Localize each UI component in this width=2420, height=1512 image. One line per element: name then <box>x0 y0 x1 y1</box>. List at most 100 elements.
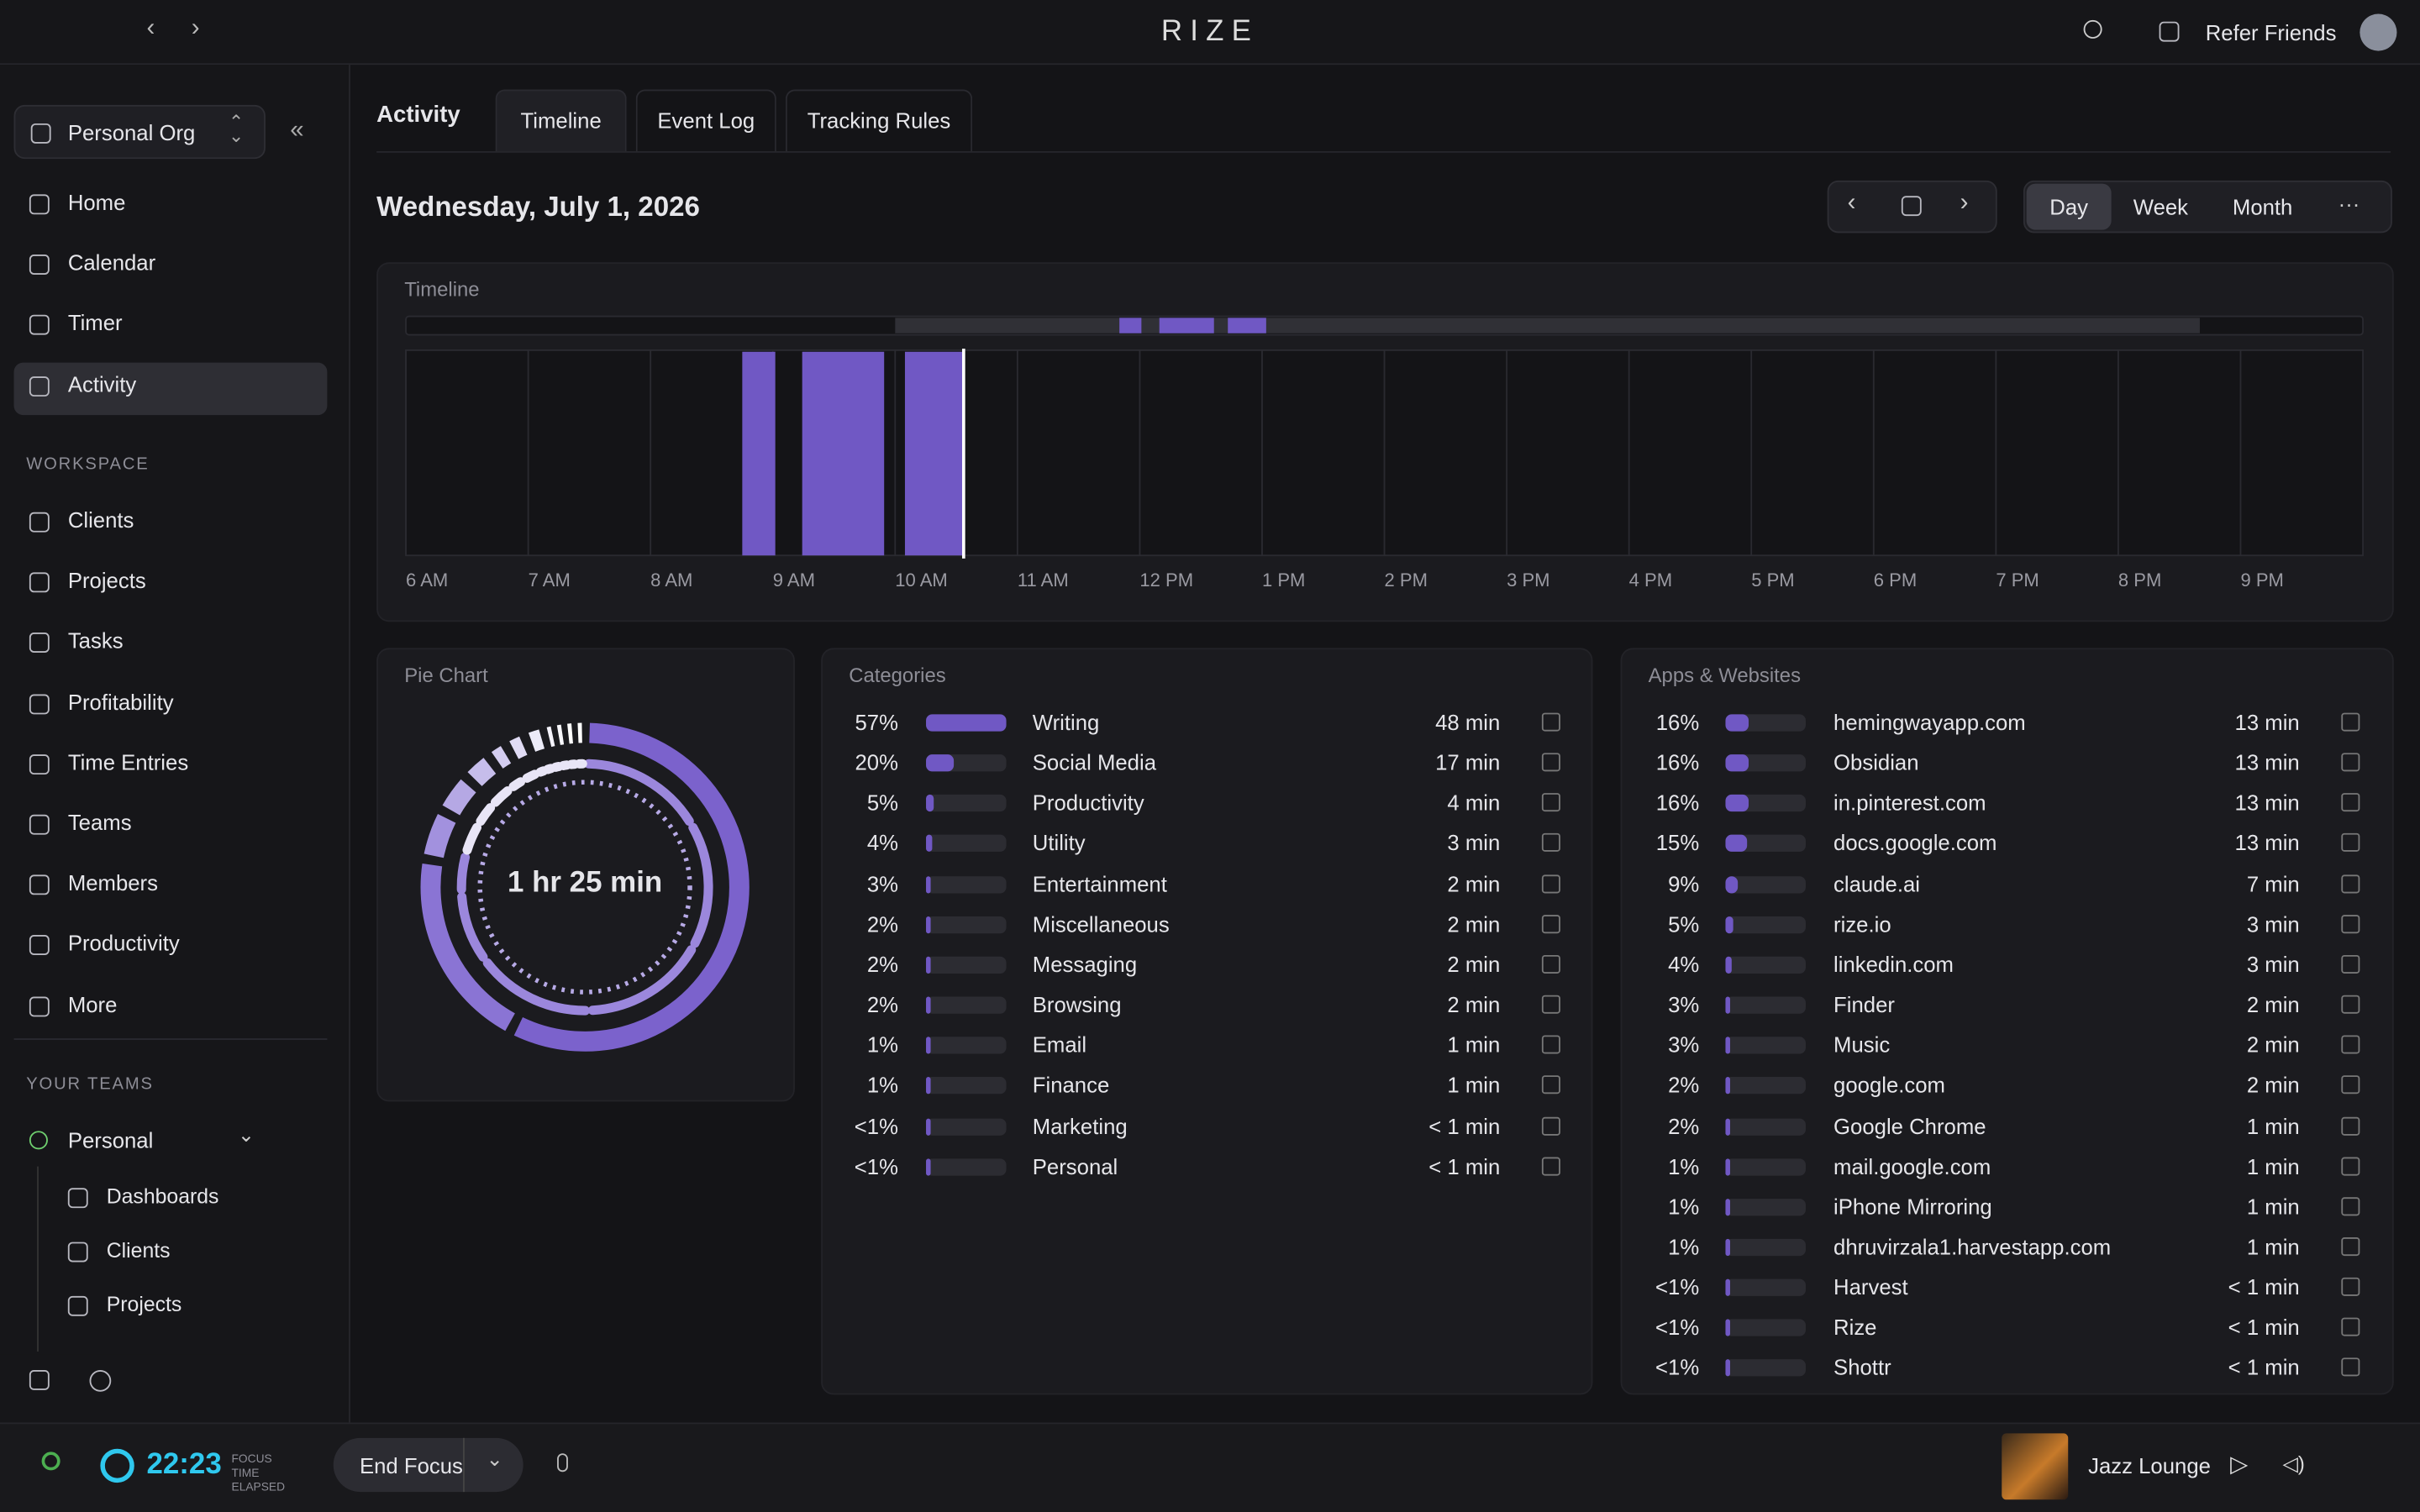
nav-icon <box>29 194 50 215</box>
bar <box>926 835 932 853</box>
view-option[interactable]: Week <box>2133 194 2189 219</box>
team-item[interactable]: Clients <box>106 1238 171 1263</box>
edit-icon[interactable] <box>2341 1277 2360 1297</box>
edit-icon[interactable] <box>1541 833 1560 853</box>
theme-toggle[interactable] <box>2083 19 2102 39</box>
focus-options[interactable]: ⌄ <box>486 1446 503 1471</box>
nav-item[interactable]: More <box>67 991 118 1016</box>
edit-icon[interactable] <box>1541 995 1560 1014</box>
nav-item[interactable]: Members <box>67 870 159 895</box>
forward-button[interactable]: › <box>191 15 200 42</box>
calendar-picker[interactable] <box>1901 196 1922 217</box>
brand: RIZE <box>1160 15 1260 48</box>
edit-icon[interactable] <box>2341 1116 2360 1135</box>
edit-icon[interactable] <box>2341 833 2360 853</box>
tab[interactable] <box>635 89 776 151</box>
edit-icon[interactable] <box>2341 1075 2360 1095</box>
percent: 1% <box>1668 1153 1700 1179</box>
help-icon[interactable] <box>89 1370 112 1392</box>
nav-icon <box>29 315 50 336</box>
bar-track <box>1725 956 1806 974</box>
percent: 1% <box>866 1032 898 1058</box>
team-chevron[interactable]: ⌄ <box>237 1123 255 1147</box>
view-option[interactable]: Day <box>2049 194 2089 219</box>
nav-icon <box>29 935 50 956</box>
tab[interactable] <box>495 89 627 151</box>
more-menu[interactable]: ··· <box>2338 191 2360 217</box>
team-item[interactable]: Projects <box>106 1293 182 1316</box>
power-icon[interactable] <box>41 1452 60 1471</box>
edit-icon[interactable] <box>2341 1156 2360 1175</box>
ring-segment <box>420 863 516 1032</box>
edit-icon[interactable] <box>1541 793 1560 812</box>
volume[interactable]: ◁) <box>2282 1452 2305 1475</box>
percent: 9% <box>1668 871 1700 896</box>
end-focus-group <box>333 1437 523 1493</box>
edit-icon[interactable] <box>2341 1318 2360 1337</box>
nav-item[interactable]: Timer <box>67 310 123 336</box>
bar <box>926 956 931 974</box>
edit-icon[interactable] <box>1541 1156 1560 1175</box>
row-time: 13 min <box>2234 830 2300 856</box>
back-button[interactable]: ‹ <box>146 15 155 42</box>
nav-item[interactable]: Tasks <box>67 628 124 654</box>
edit-icon[interactable] <box>1541 954 1560 974</box>
edit-icon[interactable] <box>1541 753 1560 772</box>
nav-item[interactable]: Time Entries <box>67 749 189 774</box>
focus-timer: 22:23 <box>146 1448 222 1482</box>
team-name[interactable]: Personal <box>67 1127 154 1153</box>
edit-icon[interactable] <box>1541 1075 1560 1095</box>
nav-item[interactable]: Projects <box>67 568 146 593</box>
org-icon <box>30 123 51 144</box>
nav-item[interactable]: Teams <box>67 810 132 835</box>
edit-icon[interactable] <box>2341 1358 2360 1378</box>
prev-day[interactable]: ‹ <box>1847 189 1856 217</box>
refer-friends[interactable]: Refer Friends <box>2205 19 2337 45</box>
edit-icon[interactable] <box>1541 914 1560 933</box>
edit-icon[interactable] <box>2341 753 2360 772</box>
team-item[interactable]: Dashboards <box>106 1184 219 1209</box>
ring-segment <box>522 769 539 783</box>
tab[interactable] <box>785 89 973 151</box>
pie-title: Pie Chart <box>404 663 488 687</box>
edit-icon[interactable] <box>1541 712 1560 732</box>
edit-icon[interactable] <box>2341 954 2360 974</box>
play[interactable]: ▷ <box>2230 1452 2249 1478</box>
edit-icon[interactable] <box>2341 1035 2360 1054</box>
edit-icon[interactable] <box>2341 793 2360 812</box>
nav-item[interactable]: Clients <box>67 507 134 533</box>
nav-item[interactable]: Activity <box>67 370 137 396</box>
row-name: iPhone Mirroring <box>1833 1194 1992 1219</box>
edit-icon[interactable] <box>1541 1116 1560 1135</box>
bar-track <box>926 916 1007 933</box>
mic[interactable] <box>557 1453 568 1473</box>
edit-icon[interactable] <box>1541 1035 1560 1054</box>
row-name: dhruvirzala1.harvestapp.com <box>1833 1234 2112 1259</box>
nav-item[interactable]: Home <box>67 189 126 215</box>
bar <box>1725 956 1732 974</box>
edit-icon[interactable] <box>1541 874 1560 893</box>
nav-item[interactable]: Productivity <box>67 931 180 956</box>
row-time: 17 min <box>1435 749 1501 775</box>
edit-icon[interactable] <box>2341 712 2360 732</box>
view-option[interactable]: Month <box>2232 194 2293 219</box>
collapse-sidebar[interactable]: « <box>290 117 304 144</box>
tick-label: 9 AM <box>773 570 815 591</box>
timeline-title: Timeline <box>404 277 480 302</box>
edit-icon[interactable] <box>2341 1236 2360 1256</box>
org-switcher[interactable] <box>13 104 266 160</box>
nav-item[interactable]: Calendar <box>67 249 156 276</box>
edit-icon[interactable] <box>2341 995 2360 1014</box>
tick-label: 3 PM <box>1507 570 1549 591</box>
bar-track <box>926 1117 1007 1135</box>
nav-item[interactable]: Profitability <box>67 689 174 714</box>
next-day[interactable]: › <box>1960 189 1969 217</box>
bar-track <box>1725 1117 1806 1135</box>
row-time: 1 min <box>2246 1113 2300 1138</box>
edit-icon[interactable] <box>2341 874 2360 893</box>
end-focus[interactable]: End Focus <box>359 1453 463 1478</box>
row-time: 13 min <box>2234 749 2300 775</box>
edit-icon[interactable] <box>2341 914 2360 933</box>
avatar[interactable] <box>2360 13 2397 51</box>
edit-icon[interactable] <box>2341 1196 2360 1215</box>
